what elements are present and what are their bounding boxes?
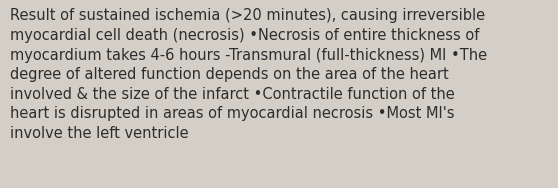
- Text: Result of sustained ischemia (>20 minutes), causing irreversible
myocardial cell: Result of sustained ischemia (>20 minute…: [10, 8, 487, 141]
